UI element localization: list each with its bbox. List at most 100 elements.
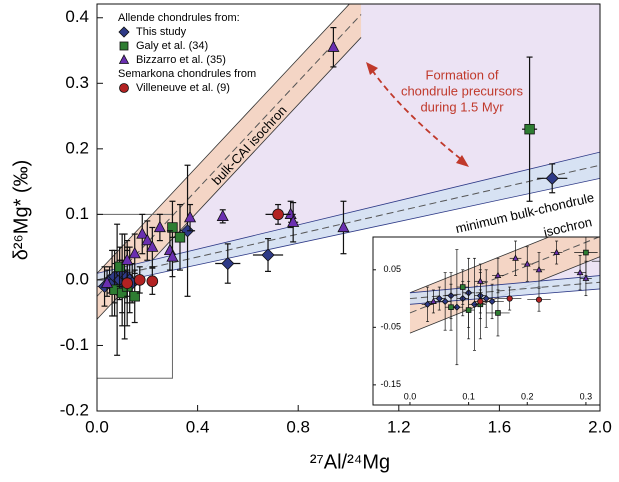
isochron-edge xyxy=(97,177,600,287)
plot-area xyxy=(409,198,619,366)
marker xyxy=(601,259,606,264)
marker xyxy=(441,297,449,306)
arrow-head xyxy=(456,155,469,167)
x-tick-label: 0.2 xyxy=(521,391,534,401)
isochron-edge xyxy=(409,237,550,294)
marker xyxy=(553,248,560,256)
marker xyxy=(146,240,159,252)
zoom-box xyxy=(97,213,173,379)
marker xyxy=(494,271,502,279)
error-bar xyxy=(604,198,619,313)
legend-label: Galy et al. (34) xyxy=(136,40,208,52)
isochron-band xyxy=(409,275,600,305)
y-tick-label: 0.2 xyxy=(65,138,89,157)
marker xyxy=(576,268,584,276)
plot-area xyxy=(97,4,600,379)
legend-label: Villeneuve et al. (9) xyxy=(136,82,230,94)
isochron-edge xyxy=(97,151,600,274)
marker xyxy=(523,260,531,267)
marker xyxy=(261,248,275,262)
isochron-line xyxy=(97,164,600,281)
y-tick-label: -0.1 xyxy=(60,335,89,354)
marker xyxy=(337,220,350,233)
plot-frame xyxy=(96,3,601,412)
marker xyxy=(128,246,141,259)
marker xyxy=(146,275,159,288)
marker xyxy=(535,296,543,303)
isochron-edge xyxy=(97,4,350,274)
x-tick-label: 0.0 xyxy=(85,417,109,436)
marker xyxy=(465,307,472,313)
x-tick-label: 0.0 xyxy=(404,391,417,401)
legend-label: Bizzarro et al. (35) xyxy=(136,54,226,66)
x-tick-label: 0.4 xyxy=(186,417,210,436)
marker xyxy=(512,254,519,261)
arrow-head xyxy=(366,62,378,75)
y-tick-label: -0.2 xyxy=(60,400,89,419)
x-tick-label: 0.3 xyxy=(580,391,593,401)
marker xyxy=(327,40,340,52)
legend-label: This study xyxy=(136,26,187,38)
marker xyxy=(121,253,134,265)
marker xyxy=(121,277,133,289)
y-tick-label: 0.4 xyxy=(65,7,89,26)
formation-region xyxy=(97,4,600,274)
marker xyxy=(136,227,149,239)
legend-heading: Allende chondrules from: xyxy=(118,12,240,24)
marker xyxy=(174,232,186,243)
marker xyxy=(166,250,179,262)
marker xyxy=(476,277,484,284)
x-tick-label: 1.6 xyxy=(488,417,512,436)
annotation: chondrule precursors xyxy=(401,83,524,98)
marker xyxy=(119,41,129,51)
marker xyxy=(545,171,559,185)
marker xyxy=(216,209,229,221)
marker xyxy=(506,295,513,302)
marker xyxy=(430,297,437,304)
y-axis-title: δ²⁶Mg* (‰) xyxy=(10,160,32,260)
y-tick-label: 0.3 xyxy=(65,73,89,92)
marker xyxy=(114,261,125,273)
y-tick-label: 0.05 xyxy=(383,264,401,274)
marker xyxy=(118,26,130,38)
marker xyxy=(153,220,166,233)
marker xyxy=(287,215,300,227)
y-tick-label: -0.05 xyxy=(380,322,401,332)
x-tick-label: 1.2 xyxy=(387,417,411,436)
marker xyxy=(477,298,484,305)
marker xyxy=(488,297,496,306)
marker xyxy=(583,249,589,256)
marker xyxy=(272,208,284,221)
y-tick-label: -0.15 xyxy=(380,379,401,389)
marker xyxy=(100,276,114,288)
y-tick-label: 0.0 xyxy=(65,269,89,288)
marker xyxy=(118,54,130,64)
annotation: during 1.5 Myr xyxy=(420,99,504,114)
x-tick-label: 0.8 xyxy=(286,417,310,436)
marker xyxy=(423,300,432,308)
marker xyxy=(221,256,235,271)
annotation: Formation of xyxy=(426,67,499,82)
marker xyxy=(133,274,146,286)
isochron-band xyxy=(97,4,362,320)
marker xyxy=(141,233,154,246)
marker xyxy=(582,274,590,281)
y-tick-label: 0.1 xyxy=(65,204,89,223)
marker xyxy=(495,310,501,316)
marker xyxy=(167,222,178,233)
marker xyxy=(524,123,535,135)
isochron-band xyxy=(97,152,600,287)
plot-frame xyxy=(372,236,601,406)
marker xyxy=(535,265,543,273)
annotation-arrow xyxy=(371,69,463,161)
isochron-line xyxy=(409,237,600,314)
x-tick-label: 2.0 xyxy=(588,417,612,436)
isochron-line xyxy=(97,14,362,297)
marker xyxy=(119,83,129,93)
legend-heading: Semarkona chondrules from xyxy=(118,68,256,80)
marker xyxy=(183,210,197,223)
marker xyxy=(448,304,454,310)
error-bar xyxy=(591,260,600,262)
x-tick-label: 0.1 xyxy=(462,391,475,401)
